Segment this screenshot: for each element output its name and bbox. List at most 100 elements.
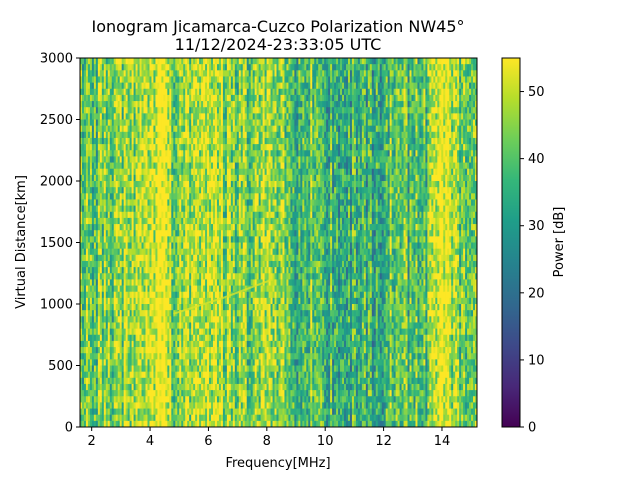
heatmap-cell — [121, 242, 125, 250]
heatmap-cell — [115, 310, 119, 317]
heatmap-cell — [109, 224, 113, 231]
heatmap-cell — [129, 199, 133, 206]
heatmap-cell — [85, 304, 89, 311]
heatmap-cell — [89, 82, 93, 90]
heatmap-cell — [89, 187, 93, 194]
heatmap-cell — [81, 242, 85, 250]
heatmap-cell — [83, 88, 87, 96]
heatmap-cell — [87, 285, 91, 293]
heatmap-cell — [139, 107, 142, 114]
heatmap-cell — [133, 383, 136, 391]
heatmap-cell — [81, 334, 85, 342]
heatmap-cell — [81, 297, 85, 305]
heatmap-cell — [119, 390, 123, 397]
heatmap-cell — [81, 162, 85, 170]
heatmap-cell — [133, 254, 136, 262]
heatmap-cell — [121, 144, 125, 151]
heatmap-cell — [97, 273, 101, 280]
heatmap-cell — [137, 396, 140, 403]
heatmap-cell — [115, 199, 119, 206]
heatmap-cell — [101, 236, 105, 243]
heatmap-cell — [105, 137, 109, 145]
heatmap-cell — [95, 76, 99, 83]
heatmap-cell — [81, 365, 85, 373]
heatmap-cell — [121, 260, 125, 268]
heatmap-cell — [113, 76, 117, 83]
heatmap-cell — [115, 193, 119, 200]
heatmap-cell — [95, 82, 99, 90]
heatmap-cell — [80, 414, 83, 422]
heatmap-cell — [131, 236, 134, 243]
heatmap-cell — [111, 414, 115, 422]
heatmap-cell — [111, 285, 115, 293]
heatmap-cell — [109, 156, 113, 163]
heatmap-cell — [87, 242, 91, 250]
heatmap-cell — [135, 328, 138, 336]
heatmap-cell — [93, 316, 97, 323]
heatmap-cell — [91, 328, 95, 336]
heatmap-cell — [89, 199, 93, 206]
heatmap-cell — [123, 408, 127, 416]
heatmap-cell — [99, 76, 103, 83]
heatmap-cell — [123, 168, 127, 176]
heatmap-cell — [107, 76, 111, 83]
heatmap-cell — [115, 402, 119, 409]
heatmap-cell — [111, 101, 115, 108]
heatmap-cell — [85, 347, 89, 354]
heatmap-cell — [123, 88, 127, 96]
heatmap-cell — [107, 58, 111, 65]
heatmap-cell — [99, 359, 103, 366]
heatmap-cell — [127, 304, 131, 311]
heatmap-cell — [93, 217, 97, 225]
heatmap-cell — [83, 193, 87, 200]
heatmap-cell — [119, 340, 123, 348]
heatmap-cell — [115, 70, 119, 77]
heatmap-cell — [123, 199, 127, 206]
heatmap-cell — [85, 236, 89, 243]
heatmap-cell — [93, 82, 97, 90]
heatmap-cell — [91, 377, 95, 385]
heatmap-cell — [139, 125, 142, 133]
heatmap-cell — [97, 193, 101, 200]
heatmap-cell — [113, 217, 117, 225]
heatmap-cell — [121, 76, 125, 83]
heatmap-cell — [103, 248, 107, 256]
heatmap-cell — [85, 383, 89, 391]
heatmap-cell — [85, 199, 89, 206]
heatmap-cell — [129, 248, 133, 256]
heatmap-cell — [117, 125, 121, 133]
heatmap-cell — [127, 353, 131, 360]
heatmap-cell — [121, 365, 125, 373]
heatmap-cell — [111, 254, 115, 262]
heatmap-cell — [135, 359, 138, 366]
heatmap-cell — [105, 254, 109, 262]
heatmap-cell — [123, 365, 127, 373]
heatmap-cell — [113, 291, 117, 299]
heatmap-cell — [91, 365, 95, 373]
heatmap-cell — [93, 125, 97, 133]
heatmap-cell — [103, 291, 107, 299]
heatmap-cell — [139, 156, 142, 163]
heatmap-cell — [87, 304, 91, 311]
heatmap-cell — [107, 144, 111, 151]
heatmap-cell — [103, 88, 107, 96]
heatmap-cell — [80, 390, 83, 397]
heatmap-cell — [115, 304, 119, 311]
heatmap-cell — [109, 304, 113, 311]
heatmap-cell — [131, 174, 134, 182]
heatmap-image — [80, 58, 477, 427]
heatmap-cell — [127, 242, 131, 250]
heatmap-cell — [129, 334, 133, 342]
heatmap-cell — [109, 211, 113, 219]
heatmap-cell — [105, 101, 109, 108]
heatmap-cell — [97, 181, 101, 188]
heatmap-cell — [93, 174, 97, 182]
heatmap-cell — [139, 377, 142, 385]
heatmap-cell — [95, 390, 99, 397]
heatmap-cell — [113, 310, 117, 317]
heatmap-cell — [127, 94, 131, 102]
heatmap-cell — [117, 328, 121, 336]
heatmap-cell — [107, 377, 111, 385]
heatmap-cell — [117, 144, 121, 151]
heatmap-cell — [111, 82, 115, 90]
